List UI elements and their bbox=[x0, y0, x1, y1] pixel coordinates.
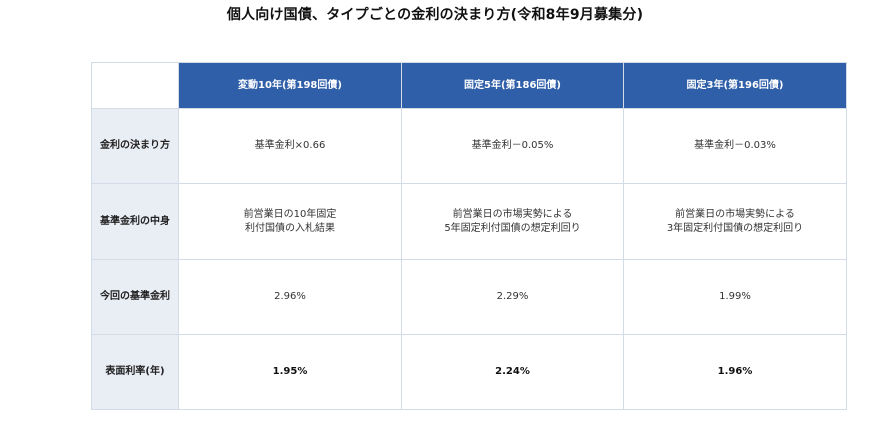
row-header-rate-method: 金利の決まり方 bbox=[91, 108, 179, 184]
table-cell: 前営業日の市場実勢による 5年固定利付国債の想定利回り bbox=[401, 183, 624, 260]
cell-text: 基準金利×0.66 bbox=[254, 140, 326, 151]
table-cell: 2.24% bbox=[401, 334, 624, 410]
cell-text: 前営業日の市場実勢による bbox=[675, 208, 795, 220]
column-header-floating-10y: 変動10年(第198回債) bbox=[178, 62, 402, 109]
row-header-base-rate-content: 基準金利の中身 bbox=[91, 183, 179, 260]
table-cell: 前営業日の10年固定 利付国債の入札結果 bbox=[178, 183, 402, 260]
column-header-fixed-5y: 固定5年(第186回債) bbox=[401, 62, 624, 109]
cell-text: 2.96% bbox=[274, 291, 306, 302]
cell-text: 基準金利－0.03% bbox=[694, 140, 776, 151]
cell-text: 1.96% bbox=[717, 366, 753, 377]
table-cell: 2.29% bbox=[401, 259, 624, 335]
cell-text: 利付国債の入札結果 bbox=[245, 222, 335, 234]
cell-text: 前営業日の10年固定 bbox=[243, 208, 337, 220]
row-header-coupon-rate: 表面利率(年) bbox=[91, 334, 179, 410]
table-cell: 基準金利×0.66 bbox=[178, 108, 402, 184]
table-cell: 前営業日の市場実勢による 3年固定利付国債の想定利回り bbox=[623, 183, 847, 260]
cell-text: 1.95% bbox=[272, 366, 308, 377]
cell-text: 前営業日の市場実勢による bbox=[452, 208, 573, 220]
page-title: 個人向け国債、タイプごとの金利の決まり方(令和8年9月募集分) bbox=[226, 7, 644, 23]
cell-text: 5年固定利付国債の想定利回り bbox=[444, 222, 581, 234]
row-header-current-base-rate: 今回の基準金利 bbox=[91, 259, 179, 335]
column-header-fixed-3y: 固定3年(第196回債) bbox=[623, 62, 847, 109]
table-cell: 基準金利－0.05% bbox=[401, 108, 624, 184]
cell-text: 3年固定利付国債の想定利回り bbox=[666, 222, 804, 234]
cell-text: 1.99% bbox=[719, 291, 751, 302]
table-header-row: 変動10年(第198回債) 固定5年(第186回債) 固定3年(第196回債) bbox=[91, 62, 847, 109]
table-row: 金利の決まり方 基準金利×0.66 基準金利－0.05% 基準金利－0.03% bbox=[91, 108, 847, 184]
table-cell: 1.99% bbox=[623, 259, 847, 335]
table-cell: 2.96% bbox=[178, 259, 402, 335]
table-row: 今回の基準金利 2.96% 2.29% 1.99% bbox=[91, 259, 847, 335]
table-corner-cell bbox=[91, 62, 179, 109]
cell-text: 基準金利－0.05% bbox=[471, 140, 554, 151]
table-row: 基準金利の中身 前営業日の10年固定 利付国債の入札結果 前営業日の市場実勢によ… bbox=[91, 183, 847, 260]
cell-text: 2.29% bbox=[496, 291, 529, 302]
table-row: 表面利率(年) 1.95% 2.24% 1.96% bbox=[91, 334, 847, 410]
table-cell: 1.95% bbox=[178, 334, 402, 410]
rates-table: 変動10年(第198回債) 固定5年(第186回債) 固定3年(第196回債) … bbox=[91, 62, 847, 410]
table-cell: 1.96% bbox=[623, 334, 847, 410]
table-cell: 基準金利－0.03% bbox=[623, 108, 847, 184]
cell-text: 2.24% bbox=[495, 366, 530, 377]
